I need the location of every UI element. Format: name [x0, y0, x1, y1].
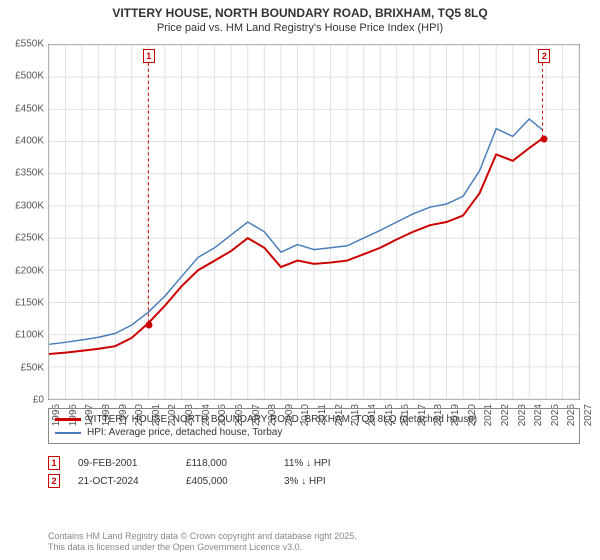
transaction-marker: 1	[143, 49, 155, 63]
legend-item: HPI: Average price, detached house, Torb…	[55, 426, 573, 439]
transaction-date: 21-OCT-2024	[78, 476, 168, 487]
transaction-dot	[145, 321, 152, 328]
transaction-row: 2 21-OCT-2024 £405,000 3% ↓ HPI	[48, 472, 374, 490]
y-axis-tick: £350K	[4, 168, 44, 179]
y-axis-tick: £300K	[4, 200, 44, 211]
chart-title: VITTERY HOUSE, NORTH BOUNDARY ROAD, BRIX…	[0, 0, 600, 20]
transaction-dot	[541, 135, 548, 142]
footer-line: This data is licensed under the Open Gov…	[48, 542, 357, 554]
legend: VITTERY HOUSE, NORTH BOUNDARY ROAD, BRIX…	[48, 408, 580, 444]
legend-box: VITTERY HOUSE, NORTH BOUNDARY ROAD, BRIX…	[48, 408, 580, 444]
y-axis-tick: £150K	[4, 297, 44, 308]
y-axis-tick: £0	[4, 395, 44, 406]
y-axis-tick: £200K	[4, 265, 44, 276]
chart-subtitle: Price paid vs. HM Land Registry's House …	[0, 20, 600, 34]
transaction-price: £405,000	[186, 476, 266, 487]
transaction-pct: 3% ↓ HPI	[284, 476, 374, 487]
footer-line: Contains HM Land Registry data © Crown c…	[48, 531, 357, 543]
x-axis-tick: 2027	[583, 404, 594, 426]
y-axis-tick: £100K	[4, 330, 44, 341]
transaction-pct: 11% ↓ HPI	[284, 458, 374, 469]
footer-attribution: Contains HM Land Registry data © Crown c…	[48, 531, 357, 554]
series-hpi	[49, 119, 543, 344]
chart-svg	[49, 45, 579, 399]
transaction-row: 1 09-FEB-2001 £118,000 11% ↓ HPI	[48, 454, 374, 472]
transaction-price: £118,000	[186, 458, 266, 469]
legend-label: HPI: Average price, detached house, Torb…	[87, 427, 282, 438]
y-axis-tick: £550K	[4, 39, 44, 50]
y-axis-tick: £50K	[4, 362, 44, 373]
chart-container: VITTERY HOUSE, NORTH BOUNDARY ROAD, BRIX…	[0, 0, 600, 560]
legend-swatch	[55, 418, 81, 421]
plot-area: 12	[48, 44, 580, 400]
transaction-marker: 2	[538, 49, 550, 63]
transaction-table: 1 09-FEB-2001 £118,000 11% ↓ HPI 2 21-OCT-202…	[48, 454, 374, 490]
y-axis-tick: £500K	[4, 71, 44, 82]
transaction-date: 09-FEB-2001	[78, 458, 168, 469]
transaction-marker-ref: 1	[48, 456, 60, 470]
transaction-marker-ref: 2	[48, 474, 60, 488]
y-axis-tick: £400K	[4, 136, 44, 147]
legend-item: VITTERY HOUSE, NORTH BOUNDARY ROAD, BRIX…	[55, 413, 573, 426]
y-axis-tick: £250K	[4, 233, 44, 244]
y-axis-tick: £450K	[4, 103, 44, 114]
legend-swatch	[55, 432, 81, 434]
legend-label: VITTERY HOUSE, NORTH BOUNDARY ROAD, BRIX…	[87, 414, 477, 425]
